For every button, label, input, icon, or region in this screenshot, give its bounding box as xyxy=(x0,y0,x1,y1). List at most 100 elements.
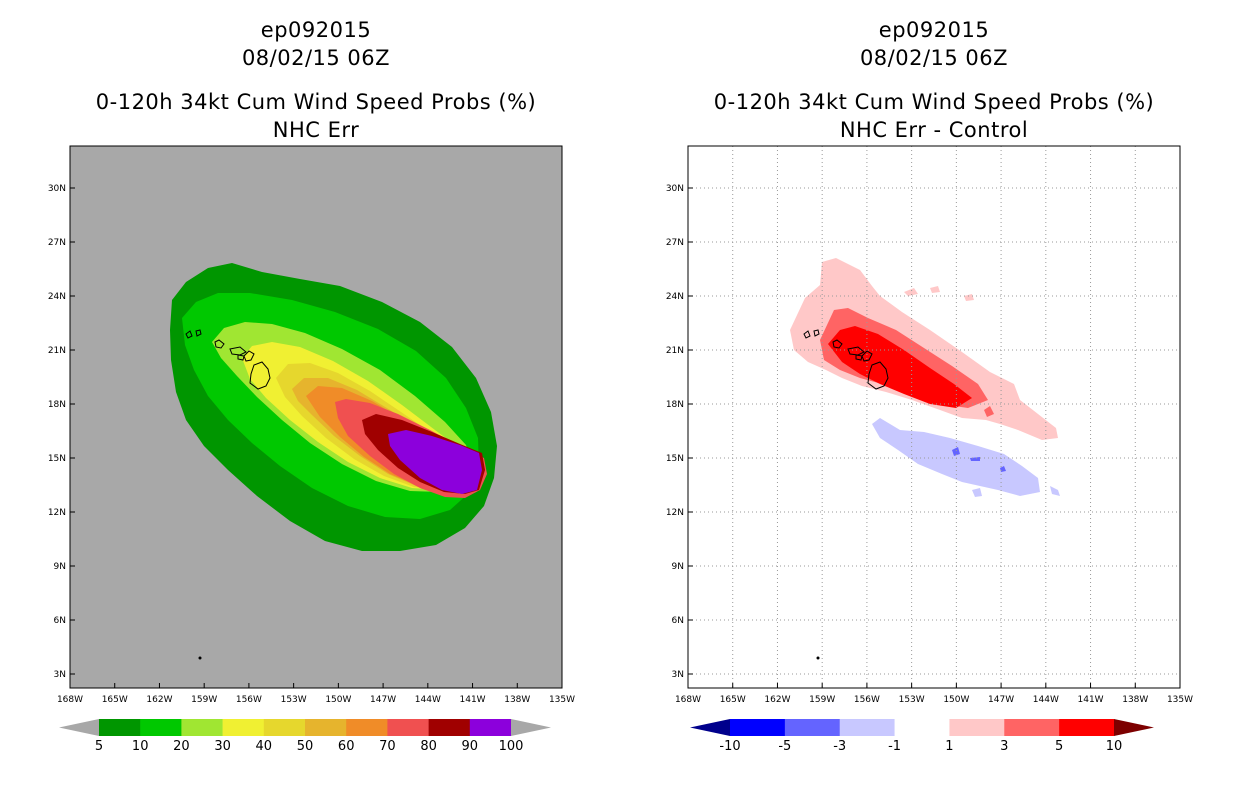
left-colorbar-swatch xyxy=(222,719,265,736)
right-lat-label: 18N xyxy=(666,400,684,410)
left-colorbar-swatch xyxy=(469,719,512,736)
left-colorbar-swatch xyxy=(346,719,388,736)
left-lat-label: 15N xyxy=(48,454,66,464)
left-lon-label: 153W xyxy=(281,695,307,705)
left-colorbar-label: 60 xyxy=(338,739,355,754)
island-hawaii xyxy=(867,361,889,390)
left-lon-label: 147W xyxy=(370,695,396,705)
left-lon-label: 159W xyxy=(191,695,217,705)
right-colorbar-label: 3 xyxy=(1000,739,1008,754)
left-colorbar-swatch xyxy=(99,719,141,736)
right-colorbar-label: 10 xyxy=(1106,739,1123,754)
right-small-island xyxy=(816,656,820,660)
left-colorbar-swatch xyxy=(263,719,306,736)
island-lanai xyxy=(237,354,245,361)
left-colorbar-label: 70 xyxy=(379,739,396,754)
diff-speck-neg-1a xyxy=(972,488,982,497)
left-axes: 168W 165W 162W 159W 156W 153W 150W 147W 144W 141W… xyxy=(48,184,575,705)
right-colorbar-low-arrow xyxy=(690,719,730,736)
right-map: 168W 165W 162W 159W 156W 153W 150W 147W 144W 141W… xyxy=(666,145,1193,705)
left-colorbar-label: 10 xyxy=(132,739,149,754)
left-small-island xyxy=(198,656,202,660)
island-maui xyxy=(243,350,255,362)
left-lat-label: 9N xyxy=(54,562,66,572)
right-colorbar-label: -10 xyxy=(719,739,740,754)
diff-speck-pos-1c xyxy=(964,294,974,301)
right-map-background xyxy=(688,146,1180,688)
right-lon-label: 141W xyxy=(1078,695,1104,705)
diff-contour-pos-5 xyxy=(828,326,972,408)
diff-speck-pos-3 xyxy=(984,406,994,417)
left-lon-label: 138W xyxy=(504,695,530,705)
right-colorbar-swatch xyxy=(894,719,950,736)
right-axes: 168W 165W 162W 159W 156W 153W 150W 147W 144W 141W… xyxy=(666,184,1193,705)
left-colorbar-label: 80 xyxy=(420,739,437,754)
island-hawaii xyxy=(249,361,271,390)
left-colorbar-low-arrow xyxy=(59,719,99,736)
diff-speck-pos-1a xyxy=(904,288,918,296)
right-colorbar-label: -1 xyxy=(888,739,901,754)
left-lon-label: 135W xyxy=(549,695,575,705)
left-colorbar-label: 5 xyxy=(95,739,103,754)
right-lat-label: 27N xyxy=(666,238,684,248)
left-coastlines xyxy=(185,329,271,390)
left-datetime: 08/02/15 06Z xyxy=(241,46,391,70)
right-lon-label: 150W xyxy=(943,695,969,705)
left-lon-label: 150W xyxy=(325,695,351,705)
left-colorbar-label: 100 xyxy=(499,739,524,754)
right-colorbar-swatch xyxy=(839,719,895,736)
left-lon-label: 165W xyxy=(102,695,128,705)
left-colorbar-high-arrow xyxy=(511,719,551,736)
left-colorbar-label: 90 xyxy=(462,739,479,754)
left-probability-field xyxy=(170,263,497,660)
left-colorbar-label: 30 xyxy=(214,739,231,754)
left-subtitle: NHC Err xyxy=(272,118,360,142)
right-lon-label: 162W xyxy=(764,695,790,705)
diff-contour-neg-1 xyxy=(872,418,1040,496)
right-colorbar-swatch xyxy=(784,719,841,736)
left-lat-label: 12N xyxy=(48,508,66,518)
right-lat-label: 12N xyxy=(666,508,684,518)
diff-speck-neg-1b xyxy=(1050,486,1060,496)
right-lon-label: 135W xyxy=(1167,695,1193,705)
right-lat-label: 24N xyxy=(666,292,684,302)
left-map-frame xyxy=(69,145,563,689)
left-lon-label: 156W xyxy=(236,695,262,705)
left-lon-label: 144W xyxy=(415,695,441,705)
left-lon-label: 168W xyxy=(57,695,83,705)
right-lon-label: 153W xyxy=(899,695,925,705)
right-colorbar-swatch xyxy=(949,719,1005,736)
island-molokai xyxy=(229,346,247,356)
right-product-title: 0-120h 34kt Cum Wind Speed Probs (%) xyxy=(713,90,1155,114)
left-lat-label: 21N xyxy=(48,346,66,356)
left-lon-label: 141W xyxy=(460,695,486,705)
right-storm-id: ep092015 xyxy=(878,18,990,42)
right-lon-label: 144W xyxy=(1033,695,1059,705)
right-lat-label: 21N xyxy=(666,346,684,356)
right-colorbar-label: -3 xyxy=(833,739,846,754)
right-lon-label: 147W xyxy=(988,695,1014,705)
right-lat-label: 15N xyxy=(666,454,684,464)
right-datetime: 08/02/15 06Z xyxy=(859,46,1009,70)
island-oahu xyxy=(214,339,225,349)
left-product-title: 0-120h 34kt Cum Wind Speed Probs (%) xyxy=(95,90,537,114)
island-molokai xyxy=(847,346,865,356)
right-map-frame xyxy=(687,145,1181,689)
right-lat-label: 3N xyxy=(672,670,684,680)
left-lat-label: 24N xyxy=(48,292,66,302)
left-colorbar-swatch xyxy=(140,719,182,736)
right-colorbar-label: 1 xyxy=(945,739,953,754)
right-colorbar-label: -5 xyxy=(778,739,791,754)
left-lon-label: 162W xyxy=(146,695,172,705)
island-lanai xyxy=(855,354,863,361)
right-lat-label: 9N xyxy=(672,562,684,572)
left-lat-label: 18N xyxy=(48,400,66,410)
left-lat-label: 6N xyxy=(54,616,66,626)
left-colorbar-swatch xyxy=(428,719,471,736)
island-niihau xyxy=(195,329,202,337)
right-colorbar: -10 -5 -3 -1 1 3 5 10 xyxy=(690,719,1154,754)
left-lat-label: 3N xyxy=(54,670,66,680)
right-colorbar-swatch xyxy=(1059,719,1115,736)
left-colorbar-swatch xyxy=(305,719,347,736)
